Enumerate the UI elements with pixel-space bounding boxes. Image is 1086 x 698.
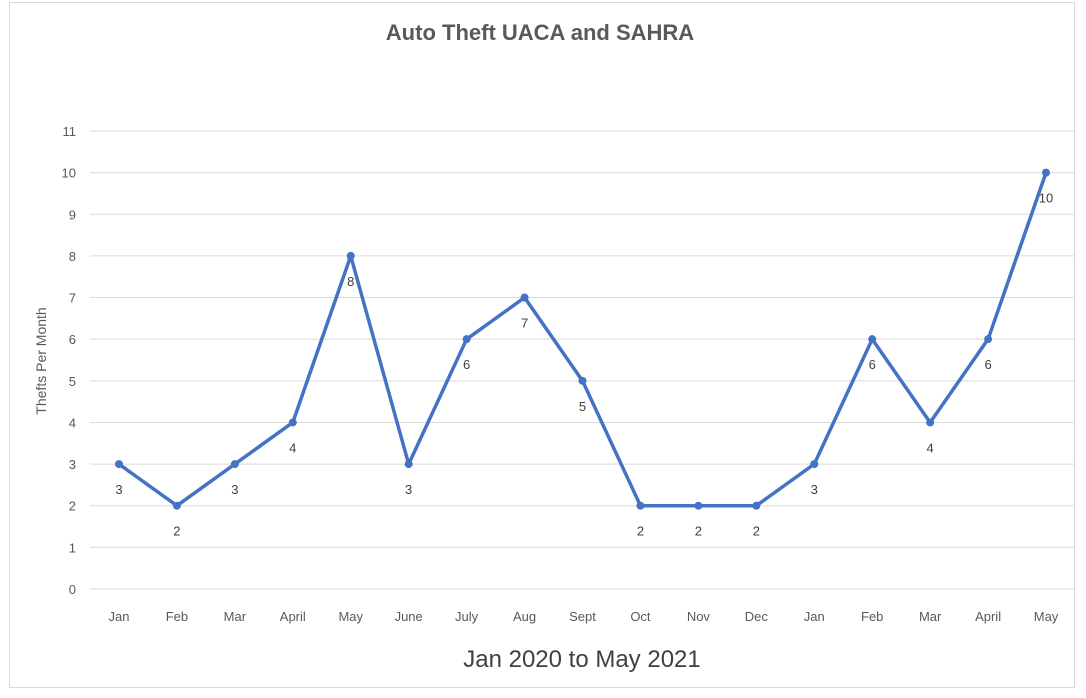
data-label: 2 [637,524,644,539]
x-tick-label: Jan [108,609,129,624]
y-tick-label: 5 [69,374,76,389]
y-tick-label: 3 [69,457,76,472]
data-label: 3 [405,482,412,497]
x-tick-label: Sept [569,609,596,624]
data-label: 7 [521,316,528,331]
data-label: 6 [463,357,470,372]
data-point [578,376,587,385]
data-point [288,418,297,427]
data-point [520,293,529,302]
data-label: 10 [1039,191,1053,206]
x-tick-label: June [395,609,423,624]
x-tick-label: Mar [919,609,942,624]
x-tick-label: Feb [166,609,188,624]
x-tick-label: Oct [630,609,651,624]
x-tick-label: May [1034,609,1059,624]
x-axis-label: Jan 2020 to May 2021 [463,646,701,673]
data-point [404,460,413,469]
data-label: 4 [927,440,934,455]
data-labels: 3 2 3 4 8 3 6 7 5 2 2 2 3 6 4 6 10 [115,191,1053,539]
gridlines [90,130,1075,590]
data-label: 2 [753,524,760,539]
data-point [462,335,471,344]
data-point [984,335,993,344]
x-tick-label: Feb [861,609,883,624]
chart-title: Auto Theft UACA and SAHRA [386,20,694,45]
x-tick-label: Jan [804,609,825,624]
data-point [230,460,239,469]
data-point [636,501,645,510]
data-point [172,501,181,510]
data-point [694,501,703,510]
x-tick-label: Aug [513,609,536,624]
data-point [1042,168,1051,177]
y-tick-label: 10 [62,166,76,181]
x-tick-label: April [975,609,1001,624]
data-point [752,501,761,510]
y-tick-label: 8 [69,249,76,264]
data-label: 6 [869,357,876,372]
data-label: 3 [115,482,122,497]
data-label: 5 [579,399,586,414]
x-tick-label: Dec [745,609,769,624]
data-point [810,460,819,469]
x-tick-label: May [338,609,363,624]
y-tick-label: 4 [69,415,76,430]
data-point [926,418,935,427]
data-label: 3 [811,482,818,497]
y-tick-label: 9 [69,207,76,222]
y-axis-ticks: 0 1 2 3 4 5 6 7 8 9 10 11 [62,124,76,597]
data-label: 2 [173,524,180,539]
chart-frame [9,2,1075,688]
y-tick-label: 1 [69,540,76,555]
y-tick-label: 0 [69,582,76,597]
y-tick-label: 11 [63,124,77,139]
data-label: 6 [984,357,991,372]
data-label: 4 [289,440,296,455]
y-axis-label: Thefts Per Month [33,307,49,414]
data-point [346,251,355,260]
data-point [868,335,877,344]
data-label: 2 [695,524,702,539]
series-group [114,168,1051,510]
data-point [114,460,123,469]
x-tick-label: Mar [224,609,247,624]
x-tick-label: July [455,609,479,624]
x-tick-label: April [280,609,306,624]
data-label: 3 [231,482,238,497]
y-tick-label: 7 [69,291,76,306]
data-label: 8 [347,274,354,289]
x-axis-ticks: Jan Feb Mar April May June July Aug Sept Oct Nov De… [108,609,1058,624]
x-tick-label: Nov [687,609,711,624]
y-tick-label: 2 [69,499,76,514]
y-tick-label: 6 [69,332,76,347]
